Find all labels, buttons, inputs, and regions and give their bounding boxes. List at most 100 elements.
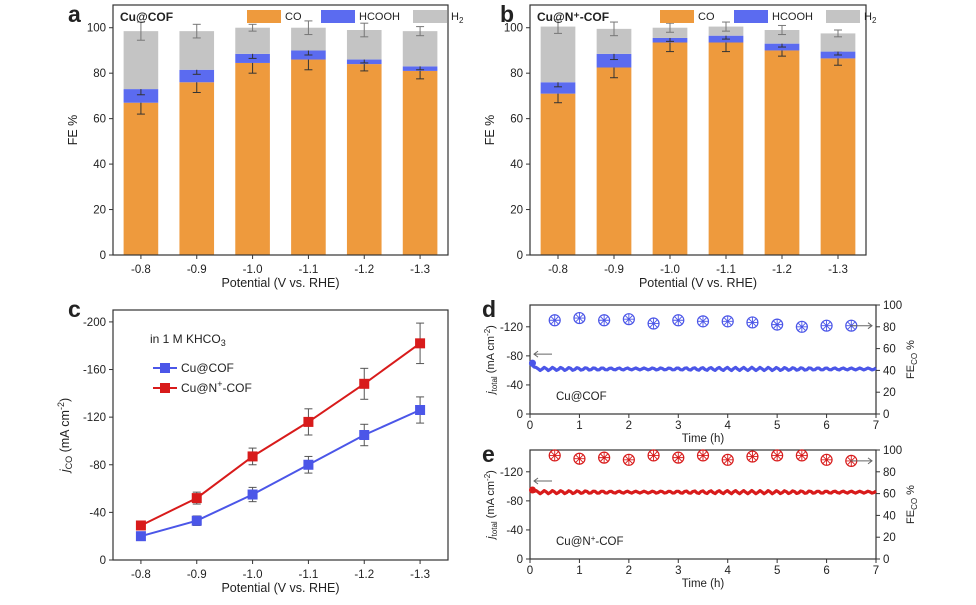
d-xlabel: Time (h) [682,433,725,445]
e-fe-point-cross-5 [672,452,684,464]
a-legend-text-2: H [451,11,459,23]
d-current-trace [528,361,877,373]
c-series-line-1 [140,342,421,527]
c-xtick-label-4: -1.2 [354,569,374,581]
c-xtick-label-0: -0.8 [131,569,151,581]
e-ylabel-right: FECO % [905,485,919,524]
b-xtick-label-5: -1.3 [828,264,848,276]
e-ylabel-left-sub: total [490,521,499,536]
b-legend-swatch-0 [660,10,694,23]
panel-e-stability-chart: 0 1 2 3 4 5 6 7 Time (h) 0 -40 -80 -120 0 20 40 60 80 100 j… [483,445,919,590]
b-bar-h2-2 [652,27,688,38]
b-bar-co-5 [820,58,856,256]
a-ytick-label-1: 20 [93,205,106,217]
e-xlabel: Time (h) [682,578,725,590]
d-ylabel-right-sub: CO [910,353,919,365]
b-xtick-label-2: -1.0 [660,264,680,276]
b-legend-text-0: CO [698,11,715,23]
a-ytick-label-5: 100 [87,23,106,35]
e-ytick-left-label-0: 0 [517,554,523,566]
a-xlabel: Potential (V vs. RHE) [221,276,339,290]
e-ylabel-right-fe: FE [905,510,917,524]
b-legend-swatch-2 [826,10,860,23]
e-ytick-right-label-4: 80 [883,467,896,479]
d-ytick-right-label-1: 20 [883,387,896,399]
a-bar-co-3 [291,59,326,255]
c-ytick-label-5: -200 [83,317,106,329]
c-point-1-5 [415,338,426,349]
e-ytick-right-label-1: 20 [883,532,896,544]
panel-d-stability-chart: 0 1 2 3 4 5 6 7 Time (h) 0 -40 -80 -120 0 20 40 60 80 100 j… [483,300,919,445]
a-xtick-label-0: -0.8 [131,264,151,276]
d-ytick-left-label-1: -40 [506,380,523,392]
a-xtick-label-1: -0.9 [187,264,207,276]
c-ytick-label-1: -40 [89,507,106,519]
c-xtick-label-3: -1.1 [299,569,319,581]
d-fe-point-cross-5 [672,314,684,326]
d-ytick-right-label-0: 0 [883,409,889,421]
a-ylabel: FE % [66,115,80,146]
e-fe-point-cross-2 [598,452,610,464]
a-bar-co-1 [179,82,215,255]
a-bar-co-2 [235,62,270,255]
b-bar-co-3 [708,42,744,255]
a-ytick-label-3: 60 [93,114,106,126]
e-fe-point-cross-7 [722,454,734,466]
a-ytick-label-4: 80 [93,68,106,80]
a-legend-sub: 2 [459,16,464,25]
d-ylabel-left: jtotal (mA cm-2) [483,325,499,396]
e-left-axis-arrow [533,477,552,485]
e-current-trace [529,488,877,496]
panel-c-line-chart: 0 -40 -80 -120 -160 -200 -0.8 -0.9 -1.0 -1.1 -1.2 -… [56,309,449,595]
c-annotation-sub: 3 [221,338,226,348]
b-ytick-label-3: 60 [510,114,523,126]
d-ylabel-left-end: ) [485,325,497,329]
d-ytick-right-label-3: 60 [883,344,896,356]
e-xtick-label-2: 2 [626,565,632,577]
a-xtick-label-2: -1.0 [243,264,263,276]
d-xtick-label-4: 4 [725,420,732,432]
d-fe-point-cross-11 [821,320,833,332]
e-xtick-label-0: 0 [527,565,533,577]
d-ylabel-right-end: % [905,340,917,353]
b-bar-co-2 [652,42,688,255]
d-fe-point-cross-7 [722,315,734,327]
d-fe-point-cross-2 [598,314,610,326]
e-sample-label-main: Cu@N [556,536,591,548]
b-xtick-label-4: -1.2 [772,264,792,276]
a-ytick-label-2: 40 [93,159,106,171]
a-legend-text-1: HCOOH [359,11,400,23]
b-xlabel: Potential (V vs. RHE) [639,276,757,290]
e-xtick-label-4: 4 [725,565,732,577]
b-bar-h2-5 [820,33,856,52]
b-legend-text-1: HCOOH [772,11,813,23]
c-ylabel-sup: -2 [56,402,66,410]
e-sample-label-end: -COF [595,536,623,548]
b-ytick-label-5: 100 [504,23,523,35]
d-ylabel-right-fe: FE [905,365,917,379]
d-fe-point-cross-8 [746,316,758,328]
c-point-1-0 [135,520,146,531]
e-ytick-left-label-2: -80 [506,496,523,508]
e-ylabel-left: jtotal (mA cm-2) [483,470,499,541]
e-fe-point-cross-0 [549,449,561,461]
a-ytick-label-0: 0 [100,250,106,262]
b-xtick-label-1: -0.9 [604,264,624,276]
c-plot-frame [112,309,449,561]
b-legend-label-1: HCOOH [772,11,813,23]
d-xtick-label-0: 0 [527,420,533,432]
e-fe-point-cross-10 [796,449,808,461]
c-ytick-label-0: 0 [100,555,106,567]
b-legend-label-0: CO [698,11,715,23]
c-annotation-main: in 1 M KHCO [150,332,221,346]
e-ytick-right-label-2: 40 [883,510,896,522]
e-fe-point-cross-1 [573,453,585,465]
d-xtick-label-2: 2 [626,420,632,432]
a-title: Cu@COF [120,10,173,24]
c-xtick-label-5: -1.3 [410,569,430,581]
c-xlabel: Potential (V vs. RHE) [221,581,339,595]
d-ylabel-left-j: j [485,391,497,396]
b-bar-h2-0 [540,26,576,83]
c-point-1-2 [247,451,258,462]
b-ytick-label-4: 80 [510,68,523,80]
